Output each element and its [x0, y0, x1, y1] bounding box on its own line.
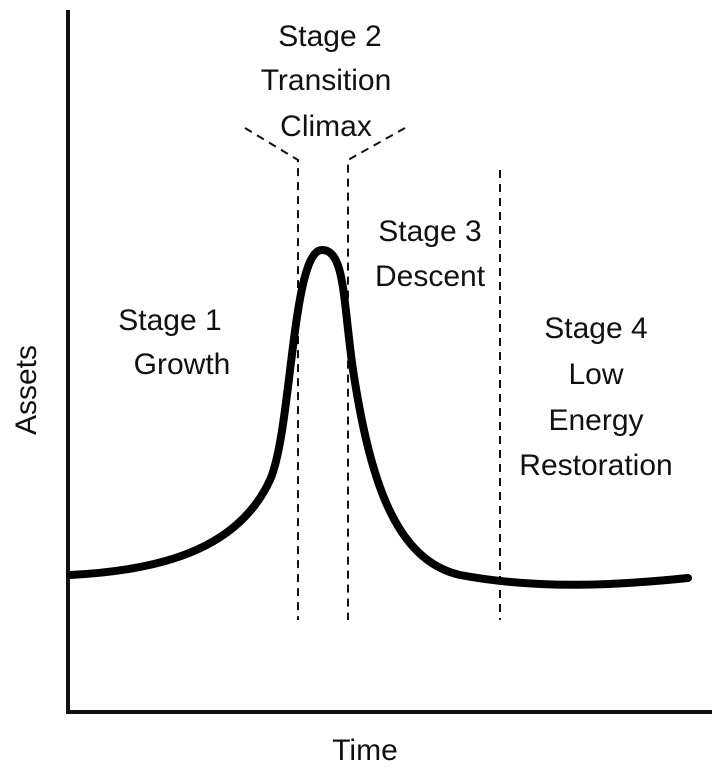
stage-label: Stage 4	[544, 312, 647, 345]
stage-label: Climax	[280, 110, 372, 143]
stage-label: Descent	[375, 260, 486, 293]
divider	[244, 127, 299, 620]
stage-label: Energy	[548, 404, 643, 437]
stage-label: Growth	[134, 348, 231, 381]
y-axis-label: Assets	[10, 345, 43, 435]
stage-label: Stage 1	[118, 304, 221, 337]
stage-label: Restoration	[519, 449, 672, 482]
stage-label: Stage 2	[278, 20, 381, 53]
stage-label: Transition	[261, 64, 392, 97]
stage-label: Stage 3	[378, 215, 481, 248]
stage-label: Low	[568, 358, 623, 391]
x-axis-label: Time	[332, 734, 398, 767]
asset-curve	[66, 245, 692, 589]
divider	[347, 127, 406, 620]
